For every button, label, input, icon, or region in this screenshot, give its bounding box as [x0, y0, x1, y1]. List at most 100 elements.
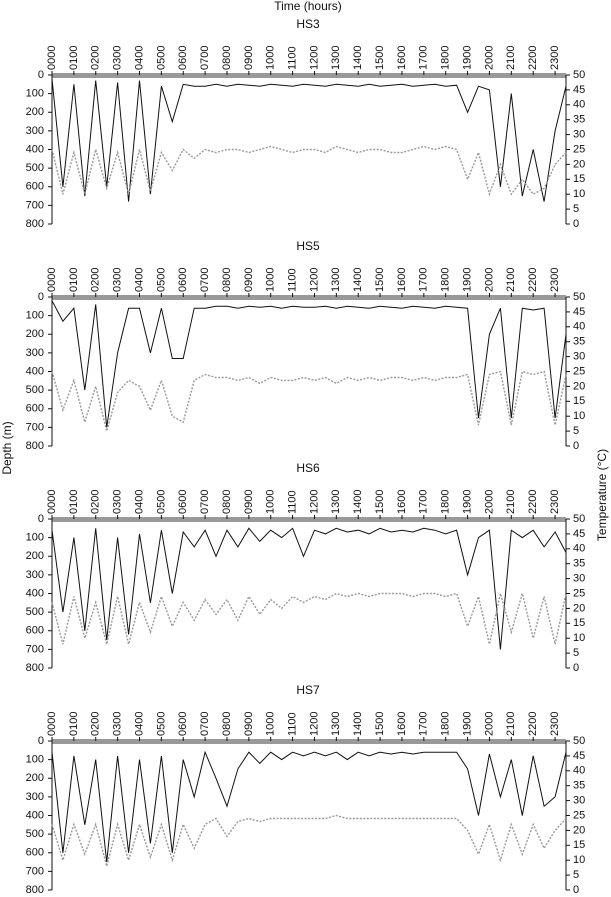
x-tick-label: 0400: [133, 46, 145, 70]
depth-line: [51, 527, 567, 650]
y2-tick-label: 45: [573, 84, 585, 96]
y2-tick-label: 40: [573, 543, 585, 555]
y2-tick-label: 5: [573, 869, 579, 881]
x-tick-label: 1300: [330, 712, 342, 736]
x-tick-label: 2100: [505, 490, 517, 514]
x-tick-label: 0000: [46, 490, 58, 514]
y2-tick-label: 35: [573, 558, 585, 570]
x-tick-label: 1900: [461, 46, 473, 70]
x-tick-label: 1700: [418, 46, 430, 70]
x-tick-label: 0000: [46, 46, 58, 70]
x-tick-label: 0900: [243, 46, 255, 70]
y2-tick-label: 25: [573, 365, 585, 377]
x-tick-label: 1900: [461, 490, 473, 514]
x-tick-label: 0500: [155, 46, 167, 70]
x-tick-label: 2300: [549, 712, 561, 736]
y2-tick-label: 0: [573, 884, 579, 896]
y-tick-label: 300: [26, 791, 44, 803]
x-tick-label: 1800: [440, 490, 452, 514]
y2-tick-label: 30: [573, 573, 585, 585]
y-tick-label: 800: [26, 884, 44, 896]
x-tick-label: 1000: [265, 46, 277, 70]
x-tick-label: 2200: [527, 712, 539, 736]
y-tick-label: 700: [26, 199, 44, 211]
y-tick-label: 100: [26, 754, 44, 766]
temperature-line: [51, 370, 567, 434]
x-tick-label: 2000: [483, 490, 495, 514]
x-tick-label: 0300: [112, 712, 124, 736]
x-tick-label: 0400: [133, 490, 145, 514]
x-tick-label: 0700: [199, 490, 211, 514]
x-tick-label: 0100: [68, 46, 80, 70]
y2-tick-label: 0: [573, 662, 579, 674]
y2-tick-label: 20: [573, 824, 585, 836]
x-tick-label: 1200: [308, 268, 320, 292]
x-tick-label: 0500: [155, 268, 167, 292]
y-tick-label: 800: [26, 218, 44, 230]
x-tick-label: 1400: [352, 268, 364, 292]
x-tick-label: 1300: [330, 46, 342, 70]
x-tick-label: 1700: [418, 268, 430, 292]
y-tick-label: 0: [38, 69, 44, 81]
x-tick-label: 2200: [527, 46, 539, 70]
surface-band: [52, 295, 566, 300]
surface-band: [52, 73, 566, 78]
x-tick-label: 1100: [287, 268, 299, 292]
y2-tick-label: 35: [573, 780, 585, 792]
x-tick-label: 0600: [177, 46, 189, 70]
x-tick-label: 1100: [287, 46, 299, 70]
y2-tick-label: 35: [573, 114, 585, 126]
x-tick-label: 1000: [265, 268, 277, 292]
surface-band: [52, 517, 566, 522]
x-tick-label: 2100: [505, 712, 517, 736]
x-tick-label: 0100: [68, 712, 80, 736]
y2-tick-label: 50: [573, 735, 585, 747]
y2-tick-label: 15: [573, 839, 585, 851]
x-tick-label: 0600: [177, 490, 189, 514]
x-tick-label: 2000: [483, 268, 495, 292]
x-tick-label: 2100: [505, 46, 517, 70]
y2-tick-label: 20: [573, 602, 585, 614]
x-tick-label: 2300: [549, 268, 561, 292]
y2-tick-label: 40: [573, 99, 585, 111]
x-tick-label: 0700: [199, 268, 211, 292]
y2-tick-label: 35: [573, 336, 585, 348]
x-tick-label: 1800: [440, 268, 452, 292]
x-tick-label: 1400: [352, 46, 364, 70]
x-tick-label: 0500: [155, 712, 167, 736]
y2-tick-label: 50: [573, 291, 585, 303]
y-tick-label: 400: [26, 143, 44, 155]
x-tick-label: 0600: [177, 712, 189, 736]
x-tick-label: 0400: [133, 268, 145, 292]
y-tick-label: 600: [26, 847, 44, 859]
y2-tick-label: 20: [573, 158, 585, 170]
panel-title: HS5: [296, 239, 320, 253]
y-tick-label: 500: [26, 384, 44, 396]
y-axis-title: Depth (m): [0, 421, 14, 474]
y-tick-label: 200: [26, 772, 44, 784]
y-tick-label: 700: [26, 643, 44, 655]
x-tick-label: 1400: [352, 490, 364, 514]
x-tick-label: 1500: [374, 490, 386, 514]
x-tick-label: 0200: [90, 268, 102, 292]
x-tick-label: 0900: [243, 490, 255, 514]
x-tick-label: 1500: [374, 712, 386, 736]
y2-tick-label: 30: [573, 351, 585, 363]
y2-axis-title: Temperature (°C): [595, 449, 609, 541]
x-tick-label: 1600: [396, 712, 408, 736]
y-tick-label: 700: [26, 865, 44, 877]
y2-tick-label: 30: [573, 795, 585, 807]
y2-tick-label: 25: [573, 143, 585, 155]
temperature-line: [51, 590, 567, 645]
x-tick-label: 0800: [221, 268, 233, 292]
x-tick-label: 1600: [396, 268, 408, 292]
y-tick-label: 400: [26, 587, 44, 599]
y2-tick-label: 5: [573, 203, 579, 215]
x-axis-title: Time (hours): [274, 0, 342, 13]
y2-tick-label: 10: [573, 410, 585, 422]
y2-tick-label: 50: [573, 69, 585, 81]
panel-title: HS6: [296, 461, 320, 475]
y2-tick-label: 10: [573, 632, 585, 644]
y-tick-label: 300: [26, 125, 44, 137]
y-tick-label: 200: [26, 550, 44, 562]
